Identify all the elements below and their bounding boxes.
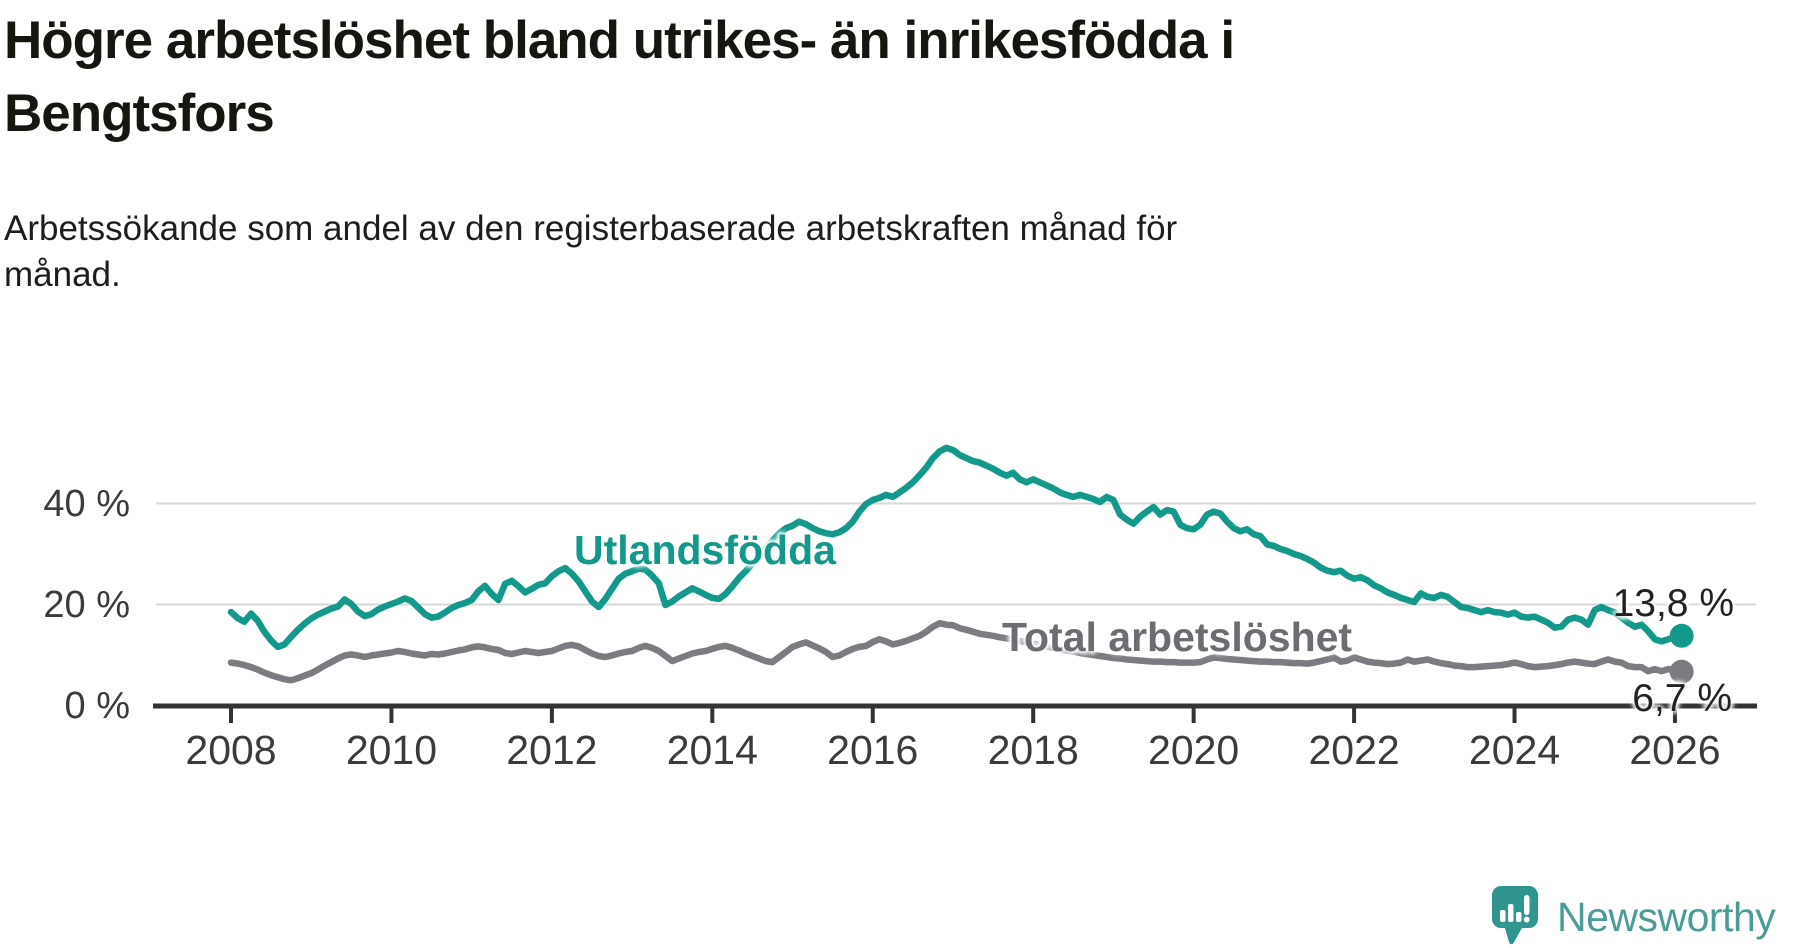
page-subtitle-line2: månad. [4, 255, 121, 294]
x-tick-label: 2018 [987, 727, 1079, 773]
newsworthy-logo[interactable]: Newsworthy [1486, 886, 1776, 948]
page-subtitle: Arbetssökande som andel av den registerb… [4, 206, 1484, 298]
foreign-born-line [227, 444, 1685, 651]
y-tick-label: 0 % [64, 684, 130, 727]
x-tick-label: 2008 [185, 727, 277, 773]
page-title-line2: Bengtsfors [4, 84, 275, 143]
x-tick-label: 2020 [1148, 727, 1240, 773]
newsworthy-logo-text: Newsworthy [1557, 893, 1776, 940]
x-tick-label: 2016 [827, 727, 919, 773]
series-label-total-arbetsloshet: Total arbetslöshet [1002, 614, 1353, 660]
y-tick-label: 20 % [43, 583, 130, 626]
x-tick-label: 2012 [506, 727, 598, 773]
x-tick-label: 2026 [1629, 727, 1721, 773]
x-tick-label: 2010 [345, 727, 438, 773]
x-tick-label: 2022 [1308, 727, 1400, 773]
series-label-utlandsfodda: Utlandsfödda [574, 527, 836, 573]
page-title-line1: Högre arbetslöshet bland utrikes- än inr… [4, 11, 1235, 70]
x-tick-label: 2014 [666, 727, 758, 773]
x-axis-ticks [229, 708, 1677, 723]
page-subtitle-line1: Arbetssökande som andel av den registerb… [4, 209, 1178, 248]
total-unemployment-line [227, 619, 1685, 684]
newsworthy-icon [1492, 886, 1538, 945]
page-title: Högre arbetslöshet bland utrikes- än inr… [4, 4, 1484, 150]
foreign-end-dot [1669, 623, 1694, 648]
end-value-label-total: 6,7 % [1632, 677, 1732, 720]
total-end-dot [1669, 659, 1694, 684]
y-tick-label: 40 % [43, 482, 130, 525]
end-value-label-utlandsfodda: 13,8 % [1612, 582, 1734, 625]
x-tick-label: 2024 [1468, 727, 1561, 773]
gridlines [156, 502, 1756, 606]
